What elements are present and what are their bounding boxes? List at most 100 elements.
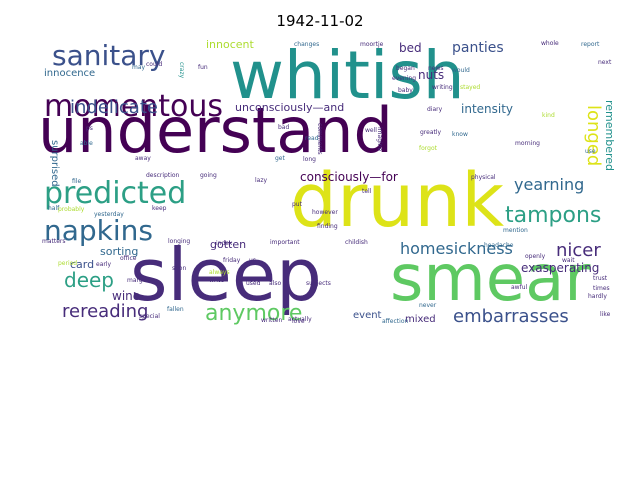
cloud-word: unconsciously—and (235, 101, 344, 114)
cloud-word: early (96, 261, 112, 268)
cloud-word: could (146, 61, 162, 68)
cloud-word: anymore (205, 301, 302, 326)
cloud-word: exasperating (521, 261, 599, 275)
cloud-word: important (270, 239, 300, 246)
cloud-word: napkins (44, 214, 153, 247)
cloud-word: panties (452, 40, 504, 56)
cloud-word: used (246, 280, 261, 287)
cloud-word: understand (38, 94, 393, 167)
cloud-word: yearning (514, 175, 584, 194)
cloud-word: wait (562, 257, 575, 264)
cloud-word: nuts (418, 68, 444, 82)
cloud-word: morning (515, 140, 540, 147)
cloud-word: bad (278, 124, 289, 131)
cloud-word: tell (362, 188, 372, 195)
cloud-word: subjects (306, 280, 331, 287)
cloud-word: sorting (100, 245, 138, 258)
cloud-word: childish (345, 239, 368, 246)
cloud-word: fun (198, 64, 208, 71)
cloud-word: kind (542, 112, 555, 119)
cloud-word: put (292, 201, 303, 208)
cloud-word: use (585, 148, 596, 155)
cloud-word: write (209, 277, 224, 284)
cloud-word: comments (316, 123, 323, 155)
cloud-word: hardly (588, 293, 607, 300)
cloud-word: finding (317, 223, 338, 230)
cloud-word: forgot (419, 145, 438, 152)
cloud-word: news (428, 65, 444, 72)
cloud-word: diary (427, 106, 443, 113)
cloud-word: friday (223, 257, 241, 264)
cloud-word: able (80, 140, 93, 147)
cloud-word: well (365, 127, 377, 134)
cloud-word: may (132, 64, 146, 71)
cloud-word: embarrasses (453, 306, 569, 327)
cloud-word: openly (525, 253, 546, 260)
cloud-word: tampons (505, 203, 601, 228)
cloud-word: always (209, 269, 230, 276)
cloud-word: half (48, 205, 60, 212)
cloud-word: rereading (62, 301, 148, 322)
cloud-word: physical (471, 174, 496, 181)
cloud-word: smear (390, 242, 591, 316)
cloud-word: file (72, 178, 81, 185)
cloud-word: began (396, 65, 415, 72)
cloud-word: evening (392, 75, 416, 82)
cloud-word: consciously—for (300, 170, 398, 184)
cloud-word: mixed (405, 314, 436, 325)
cloud-word: innocent (206, 38, 255, 51)
cloud-word: like (600, 311, 611, 318)
cloud-word: trust (593, 275, 608, 282)
cloud-word: drunk (290, 158, 504, 244)
cloud-word: headache (484, 242, 514, 249)
cloud-word: us (249, 257, 256, 264)
cloud-word: whole (541, 40, 559, 47)
cloud-word: affection (382, 318, 408, 325)
cloud-word: actually (288, 316, 312, 323)
cloud-word: longed (583, 105, 604, 166)
cloud-word: times (593, 285, 610, 292)
cloud-word: predicted (44, 176, 186, 211)
cloud-word: imagine (376, 127, 383, 151)
cloud-word: love (292, 318, 305, 325)
cloud-word: probably (58, 206, 85, 213)
cloud-word: longing (168, 238, 190, 245)
cloud-word: period (58, 260, 77, 267)
cloud-word: momentous (44, 89, 223, 124)
cloud-word: changes (294, 41, 319, 48)
cloud-word: whitish (230, 37, 465, 114)
cloud-word: deep (64, 268, 114, 292)
cloud-word: wine (112, 289, 140, 303)
cloud-word: office (120, 255, 137, 262)
cloud-word: sanitary (52, 39, 166, 72)
cloud-word: next (598, 59, 612, 66)
cloud-word: event (353, 310, 382, 321)
cloud-word: gotten (210, 238, 246, 251)
cloud-word: crazy (178, 62, 185, 79)
cloud-word: yesterday (94, 211, 124, 218)
cloud-word: ps (86, 125, 93, 132)
cloud-word: sleep (130, 233, 322, 317)
cloud-word: writing (432, 84, 453, 91)
cloud-word: matters (42, 238, 66, 245)
cloud-word: homesickness (400, 239, 513, 258)
cloud-word: also (269, 280, 281, 287)
cloud-word: fallen (167, 306, 184, 313)
cloud-word: report (581, 41, 600, 48)
cloud-word: stayed (460, 84, 480, 91)
cloud-word: know (452, 131, 468, 138)
cloud-word: indelicate (70, 97, 158, 118)
cloud-word: card (70, 258, 94, 271)
cloud-word: index (216, 240, 233, 247)
cloud-word: greatly (420, 129, 442, 136)
cloud-word: bed (399, 41, 422, 55)
cloud-word: nicer (556, 240, 601, 261)
cloud-word: baby (398, 87, 413, 94)
cloud-word: special (139, 313, 160, 320)
cloud-word: remembered (603, 100, 616, 171)
cloud-word: intensity (461, 102, 513, 116)
cloud-word: going (200, 172, 217, 179)
cloud-word: lazy (255, 177, 267, 184)
cloud-word: get (275, 155, 286, 162)
cloud-word: mention (503, 227, 528, 234)
